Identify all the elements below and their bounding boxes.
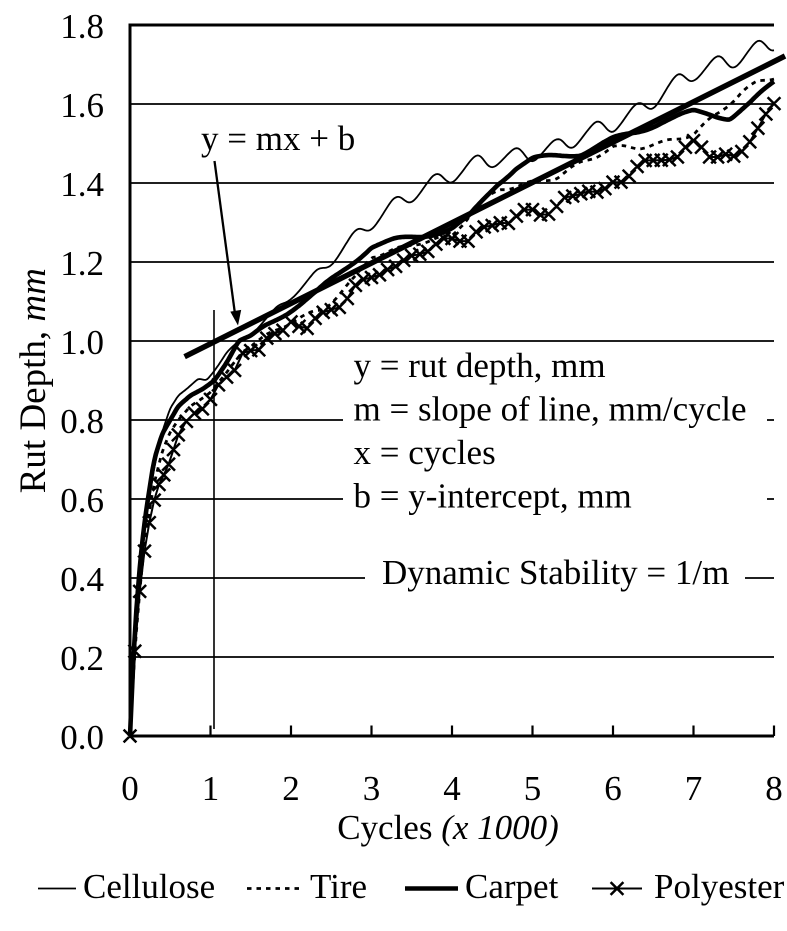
svg-text:0.4: 0.4 [60,560,104,599]
svg-text:1.0: 1.0 [60,323,104,362]
svg-text:5: 5 [524,769,542,808]
svg-text:1.2: 1.2 [60,244,104,283]
svg-text:y = rut depth, mm: y = rut depth, mm [354,346,606,385]
svg-text:Carpet: Carpet [465,867,559,906]
svg-text:Dynamic Stability = 1/m: Dynamic Stability = 1/m [382,553,729,592]
svg-text:y = mx + b: y = mx + b [201,119,355,158]
svg-text:0.6: 0.6 [60,481,104,520]
svg-text:0.8: 0.8 [60,402,104,441]
svg-text:Rut Depth, mm: Rut Depth, mm [13,268,54,493]
svg-text:0.0: 0.0 [60,718,104,757]
svg-text:x = cycles: x = cycles [354,433,496,472]
svg-text:1.8: 1.8 [60,7,104,46]
svg-text:0: 0 [121,769,139,808]
svg-text:Cycles (x 1000): Cycles (x 1000) [337,808,559,847]
svg-text:b = y-intercept, mm: b = y-intercept, mm [354,477,632,516]
svg-text:Cellulose: Cellulose [83,867,215,906]
svg-text:3: 3 [363,769,381,808]
svg-text:1.6: 1.6 [60,86,104,125]
svg-text:6: 6 [604,769,622,808]
svg-text:8: 8 [765,769,783,808]
svg-text:Polyester: Polyester [654,867,785,906]
svg-text:2: 2 [282,769,300,808]
svg-text:1: 1 [202,769,220,808]
svg-text:Tire: Tire [310,867,367,906]
svg-text:7: 7 [685,769,703,808]
svg-text:4: 4 [443,769,461,808]
svg-text:m = slope of line, mm/cycle: m = slope of line, mm/cycle [354,390,747,429]
svg-text:0.2: 0.2 [60,639,104,678]
svg-text:1.4: 1.4 [60,165,104,204]
